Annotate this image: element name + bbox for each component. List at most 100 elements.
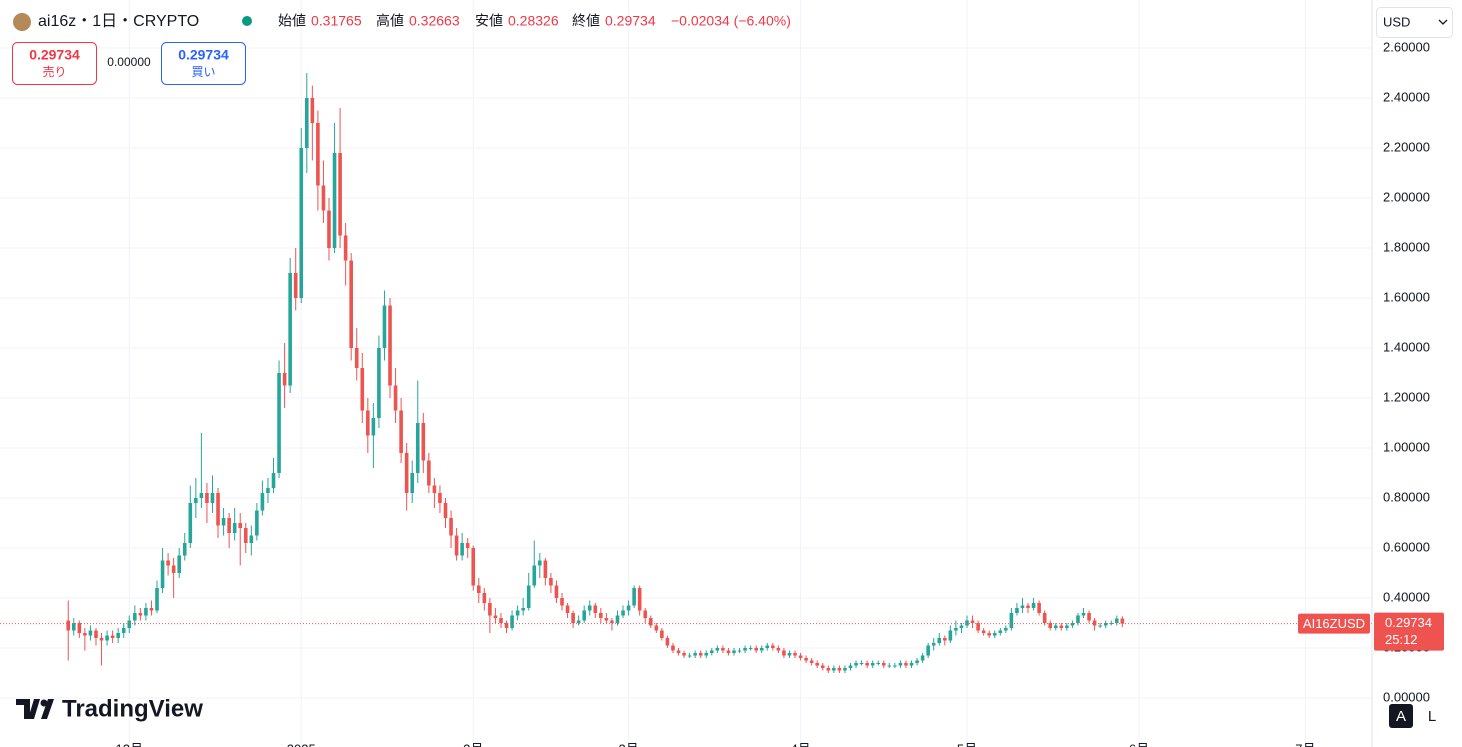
candle-body — [216, 493, 220, 526]
candle-body — [654, 625, 659, 631]
candle-body — [909, 663, 914, 666]
auto-scale-button[interactable] — [1389, 704, 1413, 728]
candle-body — [449, 518, 453, 536]
candle-body — [1120, 618, 1125, 624]
currency: USD — [1383, 14, 1410, 29]
candle-body — [160, 560, 165, 588]
candle-body — [138, 613, 143, 616]
candle-body — [970, 620, 975, 623]
candle-body — [637, 588, 642, 611]
candle-body — [288, 273, 292, 386]
candle-body — [121, 628, 126, 633]
candle-body — [748, 648, 753, 649]
ohlc-label: 始値 — [278, 13, 306, 29]
candle-body — [510, 615, 514, 628]
log-scale-label[interactable]: L — [1428, 708, 1436, 725]
candle-body — [726, 650, 731, 653]
ohlc-label: 終値 — [572, 13, 600, 29]
candle-body — [293, 273, 298, 298]
candle-body — [454, 535, 459, 556]
candle-body — [904, 663, 908, 666]
candle-body — [704, 653, 709, 656]
price-tag — [1374, 612, 1444, 651]
currency-select[interactable] — [1376, 7, 1453, 38]
candle-body — [238, 523, 243, 528]
candle-body — [576, 620, 581, 623]
candle-body — [610, 620, 614, 623]
candle-body — [893, 665, 897, 667]
candle-body — [243, 528, 248, 543]
candle-body — [604, 618, 609, 621]
countdown: 25:12 — [1385, 632, 1418, 647]
x-tick-label: 5月 — [957, 741, 977, 747]
candle-body — [377, 348, 381, 418]
brand-logo — [16, 699, 40, 719]
candle-body — [399, 410, 403, 453]
candle-body — [599, 613, 603, 618]
buy-button[interactable] — [161, 42, 246, 85]
candle-body — [71, 623, 76, 631]
sell-button[interactable] — [12, 42, 97, 85]
candle-body — [582, 610, 586, 621]
candle-body — [926, 645, 930, 656]
candle-body — [954, 628, 958, 631]
candle-body — [1026, 605, 1030, 608]
candle-body — [282, 373, 287, 386]
candle-body — [898, 663, 903, 666]
candle-body — [182, 543, 187, 556]
brand-logo-part — [41, 699, 54, 719]
y-tick-label: 2.40000 — [1383, 89, 1430, 104]
candle-body — [155, 588, 159, 611]
candle-body — [832, 668, 836, 671]
candle-body — [987, 633, 991, 636]
candle-body — [538, 560, 542, 566]
candle-body — [94, 630, 98, 638]
candle-body — [316, 123, 320, 186]
candle-body — [992, 633, 997, 636]
candle-body — [299, 148, 304, 298]
sell-price: 0.29734 — [29, 47, 80, 63]
candle-body — [809, 660, 814, 663]
candle-body — [1070, 623, 1075, 626]
candle-body — [482, 593, 487, 603]
candle-body — [493, 615, 498, 618]
candle-body — [881, 663, 886, 666]
candle-body — [587, 605, 592, 611]
candle-body — [776, 648, 781, 651]
candle-body — [499, 618, 503, 623]
candle-body — [255, 510, 259, 536]
candle-body — [404, 453, 409, 493]
symbol: ai16z・1日・CRYPTO — [38, 13, 199, 30]
candle-body — [476, 585, 481, 593]
price-tag-value: 0.29734 — [1385, 615, 1432, 630]
candle-body — [321, 185, 326, 211]
candle-body — [870, 663, 875, 666]
candle-body — [144, 608, 148, 616]
candle-body — [327, 210, 331, 248]
y-tick-label: 1.00000 — [1383, 439, 1430, 454]
candle-body — [415, 423, 420, 473]
candle-body — [354, 348, 359, 368]
candle-body — [543, 560, 548, 578]
candle-body — [1076, 615, 1080, 623]
candle-body — [1009, 613, 1014, 628]
candle-body — [171, 565, 176, 573]
candle-body — [815, 663, 820, 666]
candle-body — [560, 598, 564, 606]
y-tick-label: 0.40000 — [1383, 589, 1430, 604]
candle-body — [660, 630, 664, 638]
candle-body — [837, 668, 842, 671]
symbol-icon — [13, 13, 31, 31]
candle-body — [149, 608, 154, 611]
y-tick-label: 2.00000 — [1383, 189, 1430, 204]
spread: 0.00000 — [107, 55, 151, 69]
candle-body — [682, 653, 686, 656]
candle-body — [843, 668, 847, 671]
candle-body — [304, 98, 309, 148]
candle-body — [709, 650, 714, 653]
candle-body — [793, 653, 797, 656]
candle-body — [621, 610, 625, 616]
candle-body — [210, 493, 215, 503]
candle-body — [515, 610, 520, 616]
